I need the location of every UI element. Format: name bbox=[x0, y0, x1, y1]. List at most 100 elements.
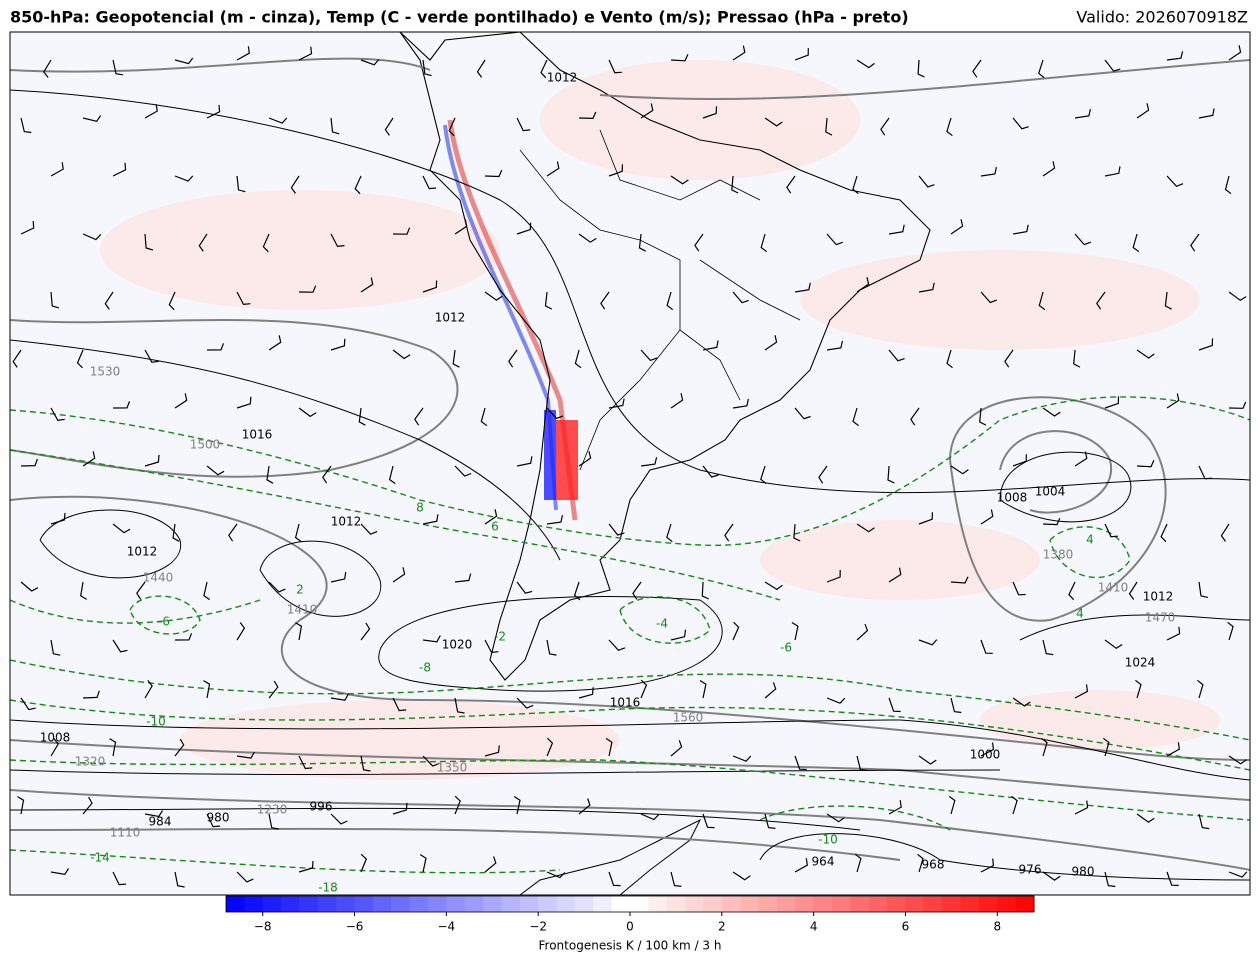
colorbar-segment bbox=[648, 896, 668, 912]
wind-barb bbox=[950, 219, 964, 235]
temperature-label: -18 bbox=[318, 881, 338, 895]
colorbar-tick-label: 8 bbox=[993, 920, 1001, 934]
wind-barb bbox=[484, 509, 498, 525]
wind-barb bbox=[1135, 679, 1142, 699]
wind-barb bbox=[1190, 233, 1200, 252]
wind-barb bbox=[826, 697, 846, 704]
wind-barb bbox=[702, 340, 719, 351]
pressure-label: 1012 bbox=[1143, 590, 1174, 604]
wind-barb bbox=[1011, 795, 1018, 815]
wind-barb bbox=[546, 639, 557, 656]
wind-barb bbox=[262, 233, 270, 253]
wind-barb bbox=[144, 104, 158, 119]
geopotential-label: 1470 bbox=[1145, 611, 1176, 625]
wind-barb bbox=[392, 349, 411, 360]
wind-barb bbox=[732, 755, 752, 762]
wind-barb bbox=[786, 175, 796, 194]
wind-barb bbox=[666, 291, 674, 311]
wind-barb bbox=[888, 567, 902, 583]
wind-barb bbox=[360, 523, 378, 535]
wind-barb bbox=[1228, 291, 1247, 302]
wind-barb bbox=[50, 407, 65, 421]
wind-barb bbox=[578, 451, 592, 467]
wind-barb bbox=[1104, 523, 1119, 538]
wind-barb bbox=[950, 697, 962, 714]
wind-barb bbox=[856, 277, 870, 293]
temperature-label: -6 bbox=[780, 641, 792, 655]
wind-barb bbox=[731, 175, 739, 194]
wind-barb bbox=[392, 802, 408, 815]
wind-barb bbox=[826, 233, 843, 246]
wind-barb bbox=[174, 57, 194, 65]
wind-barb bbox=[888, 697, 901, 713]
wind-barb bbox=[979, 407, 987, 426]
wind-barb bbox=[605, 737, 613, 757]
wind-barb bbox=[174, 393, 188, 409]
wind-barb bbox=[422, 514, 439, 525]
colorbar-segment bbox=[391, 896, 411, 912]
frontogenesis-andes bbox=[443, 119, 578, 521]
pressure-label: 1024 bbox=[1125, 656, 1156, 670]
pressure-label: 1016 bbox=[610, 696, 641, 710]
colorbar-segment bbox=[409, 896, 429, 912]
colorbar-tick-label: −6 bbox=[346, 920, 364, 934]
wind-barb bbox=[20, 117, 32, 134]
wind-barb bbox=[574, 349, 582, 369]
wind-barb bbox=[295, 622, 303, 641]
wind-barb bbox=[793, 523, 801, 542]
wind-barb bbox=[1224, 175, 1232, 195]
wind-barb bbox=[268, 117, 288, 124]
wind-barb bbox=[1104, 166, 1121, 177]
wind-barb bbox=[207, 343, 225, 351]
wind-barb bbox=[112, 871, 127, 886]
wind-barb bbox=[144, 233, 154, 251]
wind-barb bbox=[1102, 737, 1110, 757]
wind-barb bbox=[392, 567, 406, 583]
wind-barb bbox=[1166, 871, 1179, 886]
colorbar-segment bbox=[428, 896, 447, 912]
wind-barb bbox=[640, 103, 654, 119]
wind-barb bbox=[454, 795, 461, 815]
wind-barb bbox=[330, 338, 346, 351]
wind-barb bbox=[330, 233, 345, 248]
colorbar-tick-label: 0 bbox=[626, 920, 634, 934]
wind-barb bbox=[918, 282, 935, 293]
pressure-label: 980 bbox=[1072, 865, 1095, 879]
wind-barb bbox=[1042, 407, 1061, 417]
contour-labels: 1500 1530 1440 1410 1320 1230 1110 1380 1410 1470… bbox=[40, 71, 1176, 895]
wind-barb bbox=[1074, 233, 1092, 246]
wind-barb bbox=[50, 738, 59, 757]
wind-barb bbox=[1104, 871, 1116, 888]
wind-barb bbox=[454, 219, 468, 235]
colorbar-segment bbox=[464, 896, 484, 912]
wind-barb bbox=[544, 291, 553, 310]
wind-barb bbox=[950, 576, 969, 584]
wind-barb bbox=[546, 737, 554, 757]
wind-barb bbox=[608, 59, 622, 74]
pressure-label: 1020 bbox=[442, 638, 473, 652]
wind-barb bbox=[578, 687, 594, 699]
wind-barb bbox=[330, 693, 349, 701]
wind-barb bbox=[972, 59, 982, 78]
wind-barb bbox=[422, 59, 432, 77]
wind-barb bbox=[638, 233, 646, 252]
wind-barb bbox=[1104, 639, 1123, 650]
wind-barb bbox=[268, 335, 282, 351]
pressure-label: 976 bbox=[1019, 863, 1042, 877]
wind-barb bbox=[112, 59, 123, 76]
wind-barb bbox=[1198, 813, 1210, 830]
wind-barb bbox=[1012, 581, 1026, 596]
wind-barb bbox=[144, 810, 164, 818]
wind-barb bbox=[980, 742, 995, 757]
colorbar-segment bbox=[758, 896, 778, 912]
colorbar-segment bbox=[593, 896, 613, 912]
pressure-label: 1008 bbox=[40, 731, 71, 745]
wind-barb bbox=[608, 523, 625, 536]
colorbar-segment bbox=[354, 896, 374, 912]
wind-barb bbox=[113, 401, 131, 409]
wind-barb bbox=[1042, 871, 1061, 881]
wind-barb bbox=[20, 697, 36, 711]
wind-barb bbox=[946, 349, 953, 369]
wind-barb bbox=[856, 59, 875, 69]
wind-barb bbox=[354, 175, 362, 195]
